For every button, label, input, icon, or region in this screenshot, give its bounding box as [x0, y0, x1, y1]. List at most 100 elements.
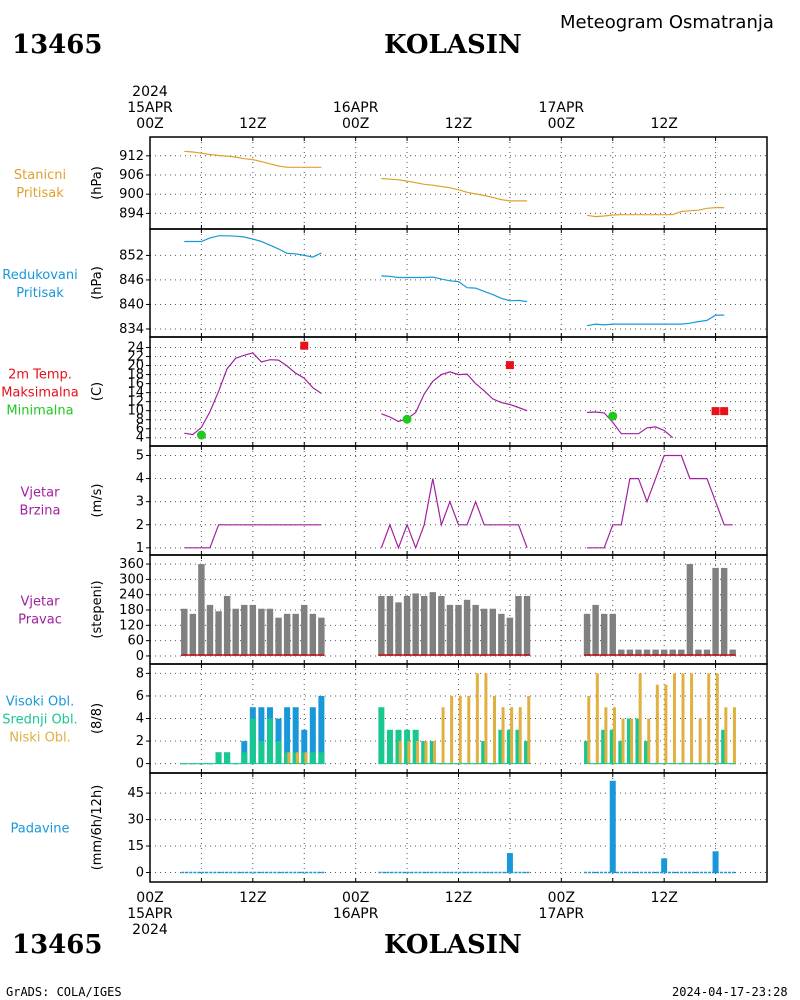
data-bar — [644, 741, 651, 764]
data-bar — [395, 729, 402, 764]
y-tick-label: 852 — [119, 248, 144, 263]
panel-label: Vjetar — [21, 595, 61, 610]
min-temp-marker — [402, 414, 412, 424]
data-bar — [258, 741, 265, 764]
data-bar — [429, 741, 436, 764]
data-bar — [206, 604, 214, 656]
data-bar — [215, 611, 222, 656]
panel-label: Pritisak — [16, 186, 64, 201]
bottom-time-label: 12Z — [650, 890, 677, 906]
data-bar — [232, 608, 239, 656]
y-axis-label: (hPa) — [90, 166, 105, 200]
data-bar — [635, 649, 642, 656]
data-bar — [587, 695, 591, 764]
top-time-label: 00Z — [342, 116, 369, 132]
data-bar — [386, 729, 393, 764]
data-bar — [707, 673, 711, 764]
data-bar — [732, 707, 736, 764]
data-bar — [489, 608, 496, 656]
series-line — [380, 478, 528, 550]
data-bar — [609, 780, 616, 873]
bottom-time-label: 12Z — [239, 890, 266, 906]
panel-label: Padavine — [11, 822, 70, 837]
data-bar — [301, 752, 308, 764]
station-name-top: KOLASIN — [384, 30, 522, 60]
data-bar — [600, 613, 608, 656]
station-id-bottom: 13465 — [12, 930, 103, 960]
top-time-label: 00Z — [548, 116, 575, 132]
data-bar — [266, 718, 273, 764]
data-bar — [609, 729, 616, 764]
top-time-label: 12Z — [445, 116, 472, 132]
data-bar — [284, 752, 291, 764]
chart-subtitle: Meteogram Osmatranja — [560, 12, 774, 33]
data-bar — [407, 741, 411, 764]
data-bar — [292, 613, 299, 656]
y-tick-label: 4 — [136, 712, 144, 727]
data-bar — [283, 613, 291, 656]
data-bar — [467, 695, 471, 764]
data-bar — [287, 752, 291, 764]
y-tick-label: 30 — [127, 813, 144, 828]
top-time-label: 15APR — [127, 100, 173, 116]
data-bar — [652, 649, 659, 656]
y-tick-label: 900 — [119, 187, 144, 202]
data-bar — [301, 729, 308, 764]
data-bar — [595, 673, 599, 764]
series-line — [184, 150, 322, 168]
data-bar — [241, 604, 248, 656]
data-bar — [712, 851, 719, 873]
y-tick-label: 834 — [119, 322, 144, 337]
series-line — [586, 411, 674, 439]
y-tick-label: 6 — [136, 689, 144, 704]
min-temp-marker — [608, 411, 618, 421]
data-bar — [506, 617, 514, 656]
data-bar — [686, 564, 694, 656]
y-tick-label: 0 — [136, 757, 144, 772]
data-bar — [515, 595, 522, 656]
y-tick-label: 24 — [127, 341, 144, 356]
data-bar — [181, 608, 188, 656]
data-bar — [450, 695, 454, 764]
data-bar — [266, 608, 274, 656]
panel-label: Srednji Obl. — [2, 713, 77, 728]
data-bar — [292, 707, 299, 764]
data-bar — [601, 729, 608, 764]
data-bar — [301, 604, 308, 656]
y-tick-label: 20 — [127, 359, 144, 374]
data-bar — [672, 673, 676, 764]
y-tick-label: 6 — [136, 422, 144, 437]
data-bar — [481, 741, 488, 764]
panel-label: Pravac — [18, 613, 62, 628]
station-name-bottom: KOLASIN — [384, 930, 522, 960]
data-bar — [609, 613, 616, 656]
data-bar — [523, 595, 531, 656]
data-bar — [421, 741, 428, 764]
data-bar — [498, 613, 505, 656]
data-bar — [224, 752, 231, 764]
series-line — [586, 314, 725, 327]
data-bar — [318, 752, 325, 764]
bottom-time-label: 00Z — [342, 890, 369, 906]
y-tick-label: 906 — [119, 168, 144, 183]
y-axis-label: (8/8) — [90, 703, 105, 734]
data-bar — [618, 741, 625, 764]
panel-frame — [149, 336, 768, 447]
top-time-label: 00Z — [136, 116, 163, 132]
data-bar — [241, 752, 248, 764]
data-bar — [309, 752, 316, 764]
data-bar — [647, 718, 651, 764]
data-bar — [215, 752, 222, 764]
y-tick-label: 4 — [136, 431, 144, 446]
data-bar — [295, 752, 299, 764]
top-time-label: 12Z — [239, 116, 266, 132]
panel-label: Pritisak — [16, 286, 64, 301]
panel-label: Brzina — [20, 504, 61, 519]
data-bar — [695, 649, 702, 656]
data-bar — [510, 707, 514, 764]
timestamp-text: 2024-04-17-23:28 — [672, 985, 788, 999]
data-bar — [698, 718, 702, 764]
series-line — [381, 275, 528, 303]
data-bar — [441, 707, 445, 764]
